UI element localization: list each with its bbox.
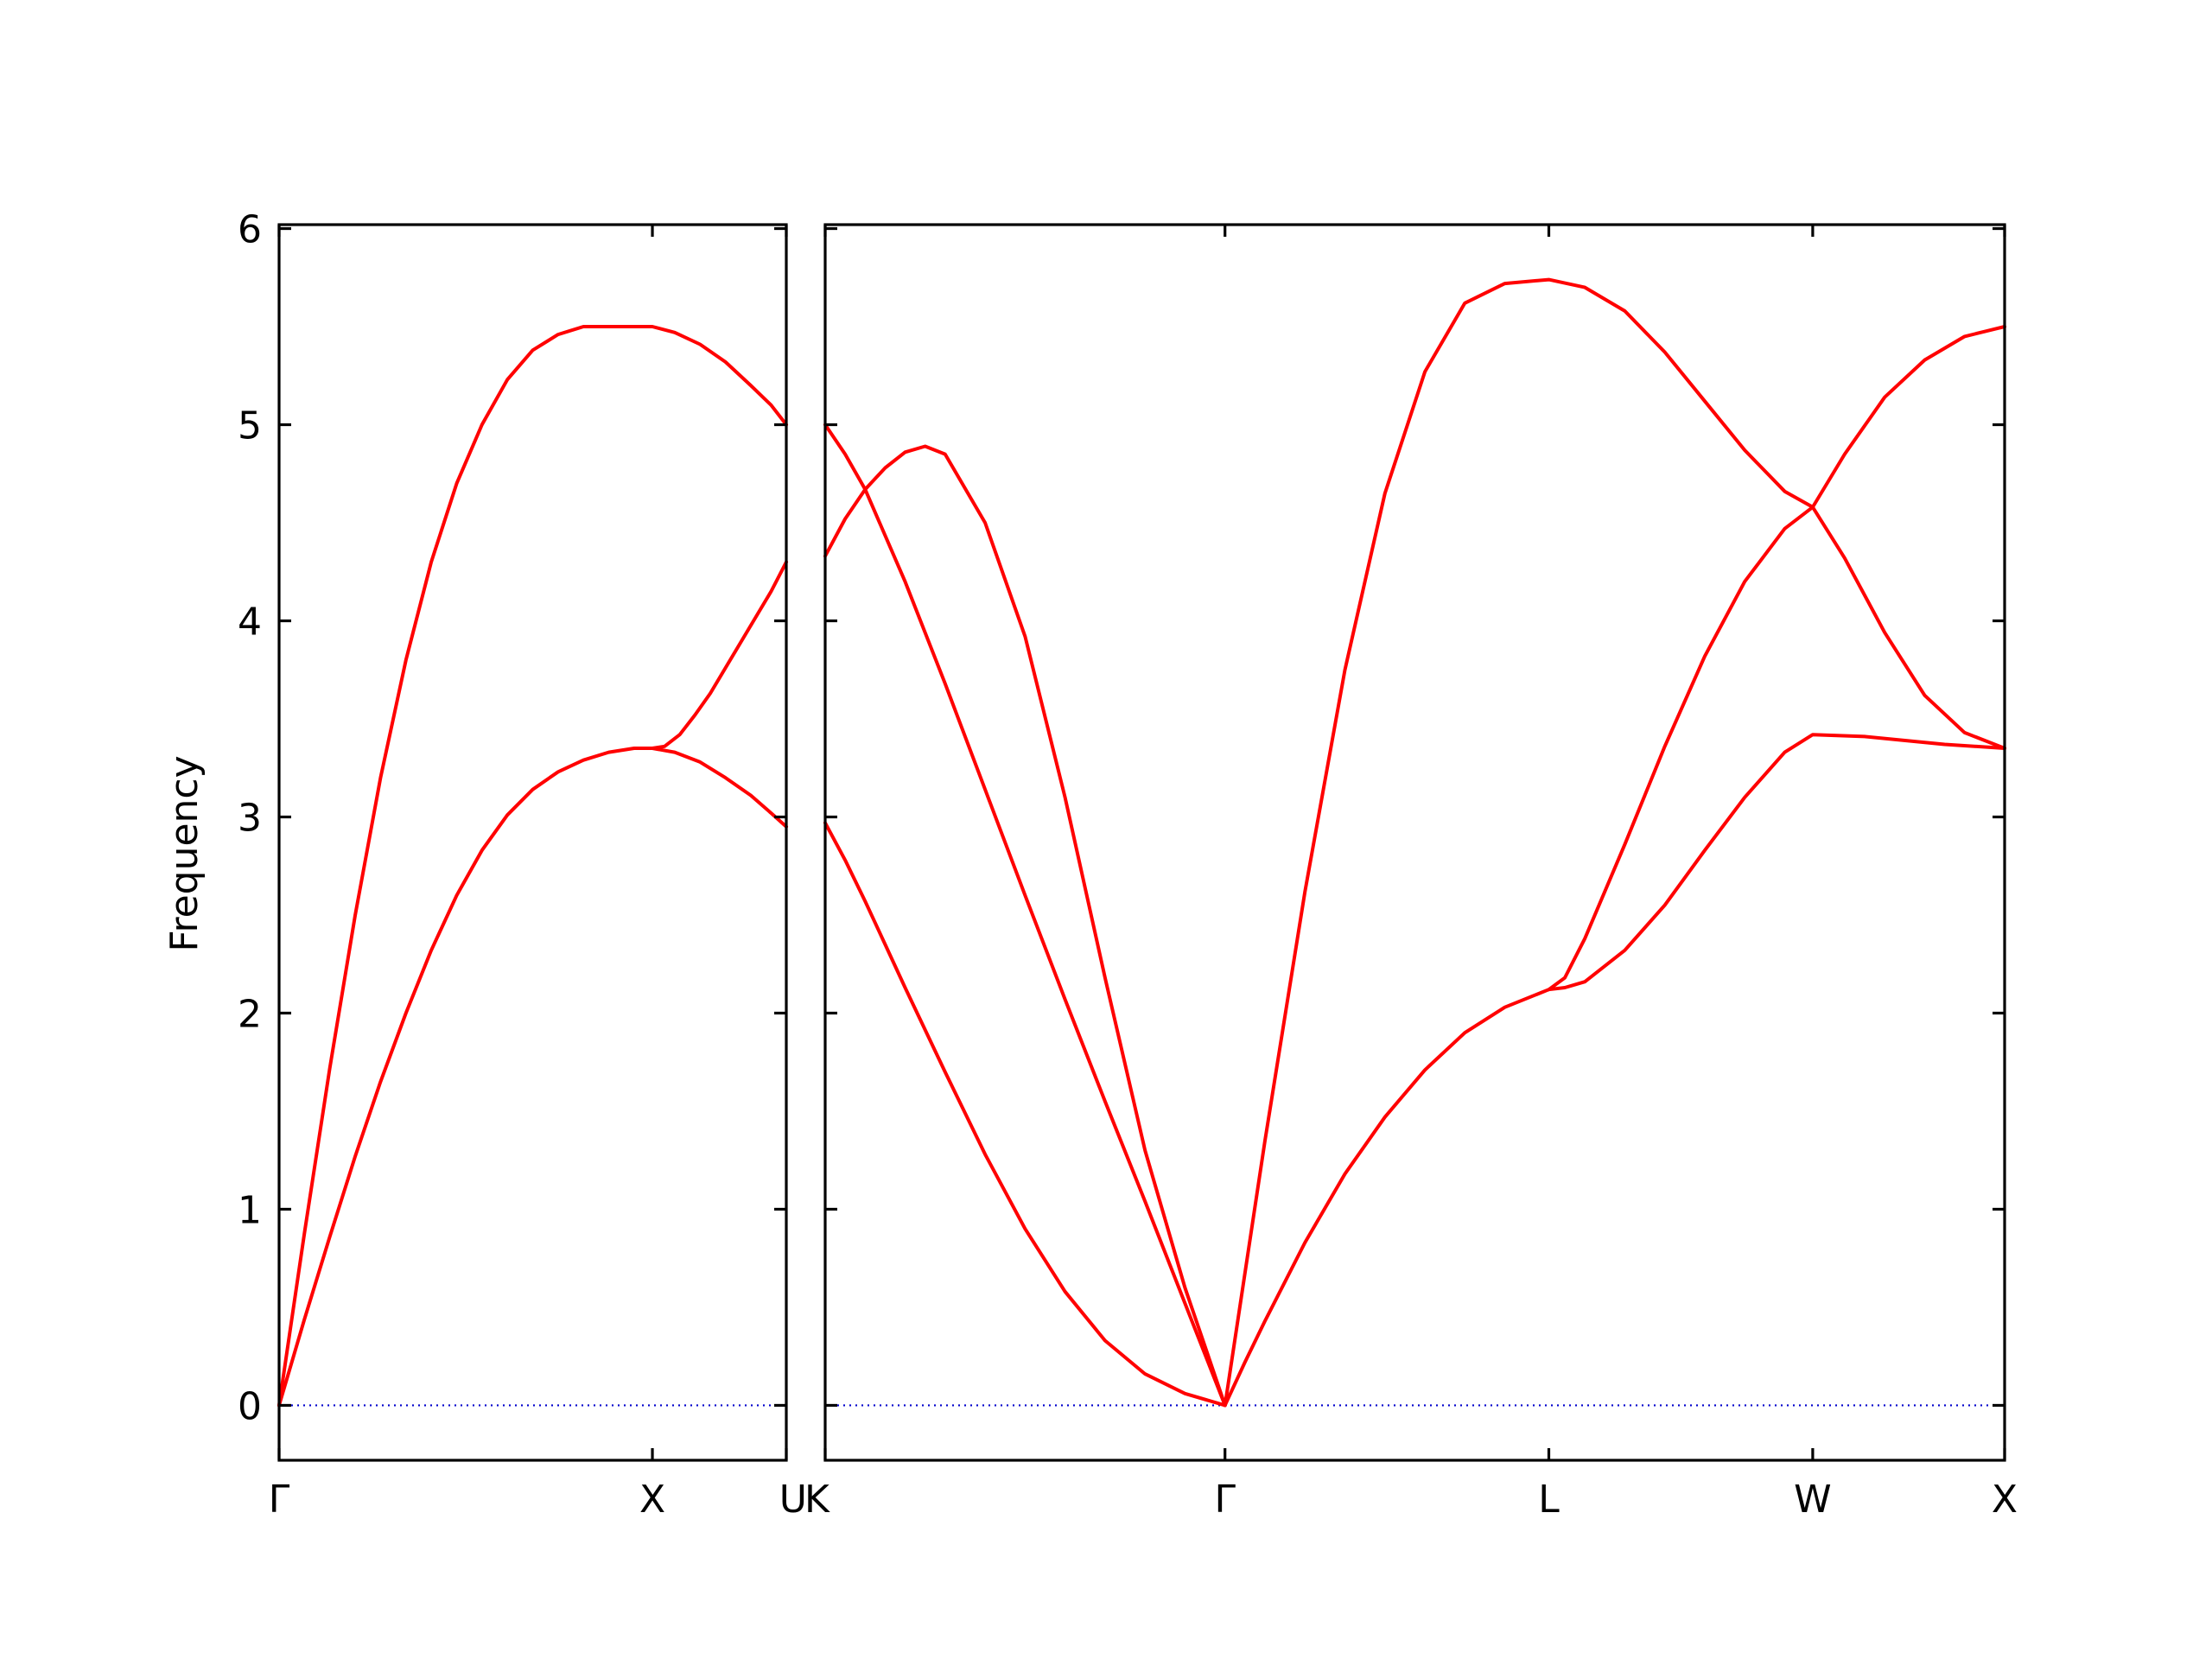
x-tick-label: U — [779, 1478, 807, 1522]
y-tick-label: 4 — [238, 601, 262, 645]
x-tick-label: L — [1538, 1478, 1560, 1522]
y-axis-label: Frequency — [162, 755, 207, 951]
panel-1: 0 1 2 3 4 5 6 Γ X U — [238, 208, 807, 1522]
band-line — [823, 821, 1227, 1408]
y-tick-label: 6 — [238, 208, 262, 252]
y-tick-label: 2 — [238, 992, 262, 1036]
band-line — [823, 444, 1227, 1408]
y-tick-label: 5 — [238, 404, 262, 448]
x-tick-label: X — [639, 1478, 665, 1522]
band-line — [823, 423, 1227, 1408]
y-tick-label: 0 — [238, 1384, 262, 1428]
x-tick-label: W — [1794, 1478, 1832, 1522]
band-line — [651, 560, 788, 750]
axis-frame — [277, 223, 788, 1462]
band-line — [1223, 277, 2006, 1408]
x-tick-label: K — [804, 1478, 830, 1522]
band-line — [1547, 325, 2006, 992]
x-tick-label: Γ — [1214, 1478, 1236, 1522]
y-tick-label: 1 — [238, 1188, 262, 1232]
band-line — [277, 747, 788, 1408]
y-tick-label: 3 — [238, 796, 262, 840]
axis-frame — [823, 223, 2006, 1462]
band-line — [1223, 733, 2006, 1408]
x-tick-label: Γ — [269, 1478, 290, 1522]
x-tick-label: X — [1992, 1478, 2018, 1522]
plot-panels: 0 1 2 3 4 5 6 Γ X UK Γ L W X — [238, 208, 2018, 1522]
band-line — [277, 325, 788, 1408]
